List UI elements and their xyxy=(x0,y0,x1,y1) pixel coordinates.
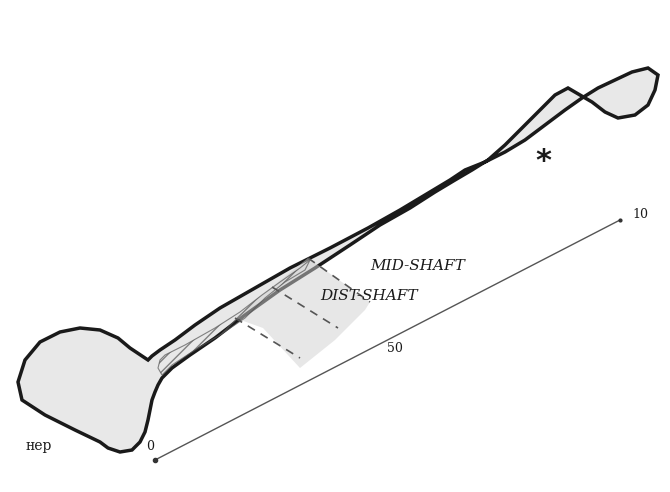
Text: DIST-SHAFT: DIST-SHAFT xyxy=(320,289,417,303)
Text: MID-SHAFT: MID-SHAFT xyxy=(370,259,465,273)
Polygon shape xyxy=(18,68,658,452)
Text: 0: 0 xyxy=(146,440,154,453)
Text: 50: 50 xyxy=(387,342,403,355)
Polygon shape xyxy=(235,258,370,368)
Text: *: * xyxy=(535,147,551,176)
Text: 10: 10 xyxy=(632,208,648,221)
Text: нер: нер xyxy=(25,439,52,453)
